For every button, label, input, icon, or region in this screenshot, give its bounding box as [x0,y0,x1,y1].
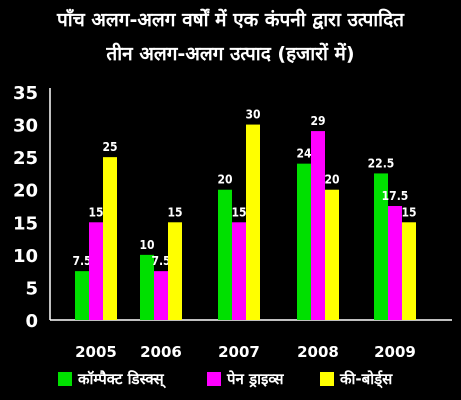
y-tick-label: 0 [25,311,38,332]
data-label: 22.5 [368,156,395,170]
legend-label-compact-discs: कॉम्पैक्ट डिस्क्स् [78,370,164,388]
bar [402,222,416,320]
x-tick-label: 2009 [374,343,416,361]
data-label: 15 [167,205,182,219]
legend-swatch-keyboards [320,372,334,386]
chart-title-line2: तीन अलग-अलग उत्पाद (हजारों में) [106,43,355,65]
data-label: 15 [231,205,246,219]
y-tick-label: 15 [13,213,38,234]
bar [168,222,182,320]
data-label: 7.5 [151,254,170,268]
x-tick-label: 2008 [297,343,339,361]
y-tick-label: 5 [25,278,38,299]
data-label: 30 [245,108,260,122]
data-label: 7.5 [72,254,91,268]
bar [297,163,311,320]
legend-label-keyboards: की-बोर्ड्स [340,370,393,388]
bar [374,173,388,320]
bar [75,271,89,320]
legend-swatch-compact-discs [58,372,72,386]
bar [154,271,168,320]
bar [89,222,103,320]
bar [388,206,402,320]
bar [311,131,325,320]
data-label: 24 [296,147,312,161]
chart-title-line1: पाँच अलग-अलग वर्षों में एक कंपनी द्वारा … [57,9,404,31]
data-label: 20 [217,173,232,187]
bar [246,124,260,320]
bar [140,254,154,320]
x-tick-label: 2005 [75,343,117,361]
y-tick-label: 25 [13,148,38,169]
bar [218,189,232,320]
bar [325,189,339,320]
bar [232,222,246,320]
bar [103,157,117,320]
legend-label-pen-drives: पेन ड्राइव्स [227,370,284,388]
x-tick-label: 2006 [140,343,182,361]
y-tick-label: 35 [13,83,38,104]
y-tick-label: 30 [13,116,38,137]
data-label: 15 [401,205,416,219]
y-tick-label: 10 [13,246,38,267]
x-tick-label: 2007 [218,343,260,361]
data-label: 25 [102,140,117,154]
data-label: 15 [88,205,103,219]
data-label: 10 [139,238,154,252]
data-label: 20 [324,173,339,187]
data-label: 17.5 [382,189,409,203]
legend-swatch-pen-drives [207,372,221,386]
y-tick-label: 20 [13,181,38,202]
data-label: 29 [310,114,325,128]
